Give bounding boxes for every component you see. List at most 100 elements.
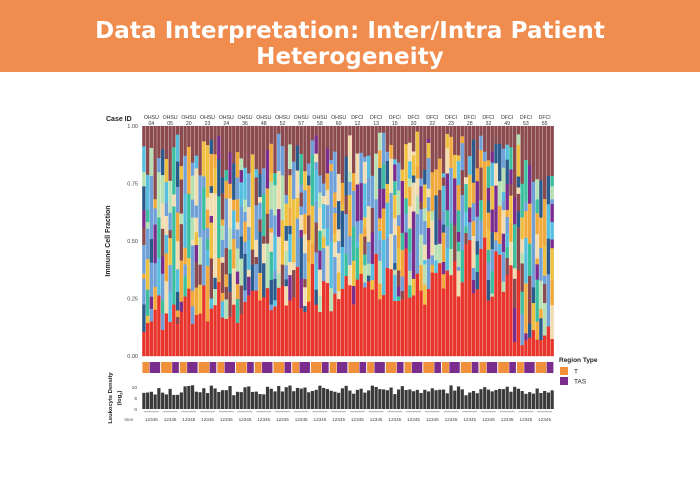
bar-segment [393,218,397,236]
bar-segment [501,209,506,234]
bar-segment [426,210,431,228]
bar-segment [471,203,476,222]
bar-segment [247,126,251,174]
bar-segment [475,254,479,272]
bar-segment [187,146,191,194]
bar-segment [516,243,521,271]
bar-segment [299,126,303,155]
bar-segment [292,198,296,224]
bar-segment [464,126,468,178]
bar-segment [160,329,165,357]
bar-segment [235,248,240,272]
bar-segment [333,256,337,294]
bar-segment [546,274,551,327]
bar-segment [449,222,453,249]
bar-segment [490,185,494,210]
bar-segment [520,126,524,184]
density-bar [475,393,479,409]
bar-segment [262,236,266,244]
bar-segment [404,126,408,145]
bar-segment [273,215,277,236]
bar-segment [336,173,341,202]
bar-segment [190,290,195,307]
bar-segment [209,258,214,299]
bar-segment [550,126,554,176]
bar-segment [220,192,225,220]
case-id-site: OHSU [181,115,196,121]
region-type-cell [396,362,404,373]
bar-segment [527,323,532,338]
bar-segment [456,266,461,271]
bar-segment [273,270,277,279]
bar-segment [142,278,146,305]
bar-segment [220,292,225,302]
bar-segment [321,195,326,205]
bar-segment [415,126,420,132]
sample-index-label: 12345 [351,417,364,422]
bar-segment [464,183,468,212]
bar-segment [453,260,457,357]
bar-segment [299,214,303,230]
bar-segment [254,169,258,178]
bar-segment [411,211,416,230]
bar-segment [175,269,180,293]
bar-segment [175,134,180,162]
bar-segment [426,258,431,289]
density-tick-label: 5 [134,396,137,402]
bar-segment [149,175,154,201]
case-id-site: OHSU [331,115,346,121]
bar-segment [258,196,262,203]
region-type-cell [404,362,412,373]
bar-segment [179,311,184,357]
bar-segment [336,298,341,357]
density-bar [228,386,232,409]
bar-segment [456,241,461,252]
bar-segment [314,263,318,290]
bar-segment [333,242,337,258]
bar-segment [423,126,427,165]
bar-segment [363,156,367,162]
bar-segment [250,290,255,357]
sample-index-label: 12345 [482,417,495,422]
bar-segment [475,188,479,196]
bar-segment [190,324,195,357]
bar-segment [325,189,330,206]
bar-segment [411,229,416,260]
bar-segment [471,126,476,140]
bar-segment [351,260,356,287]
bar-segment [205,321,210,357]
bar-segment [168,180,172,213]
bar-segment [438,243,442,264]
bar-segment [542,198,547,246]
bar-segment [468,207,472,223]
bar-segment [254,215,258,240]
sample-index-label: 12345 [164,417,177,422]
bar-segment [164,181,169,203]
bar-segment [535,279,539,322]
density-bar [344,385,348,409]
bar-segment [498,180,502,206]
density-bar [505,386,509,409]
region-type-cell [149,362,161,373]
bar-segment [277,272,281,288]
bar-segment [505,216,509,234]
density-bar [363,392,367,409]
density-tick-row [424,411,440,413]
bar-segment [145,289,150,310]
bar-segment [321,228,326,237]
bar-segment [348,264,352,286]
case-id-site: DFCI [445,115,457,121]
case-id-number: 04 [148,121,154,127]
region-type-cell [247,362,254,373]
bar-segment [483,160,487,171]
bar-segment [209,139,214,154]
bar-segment [145,309,150,316]
bar-segment [172,304,176,357]
bar-segment [449,274,453,357]
bar-segment [378,188,382,219]
bar-segment [460,194,464,222]
density-tick-row [499,411,515,413]
slide-title: Data Interpretation: Inter/Intra Patient… [95,18,605,70]
bar-segment [445,270,449,357]
bar-segment [213,305,217,357]
